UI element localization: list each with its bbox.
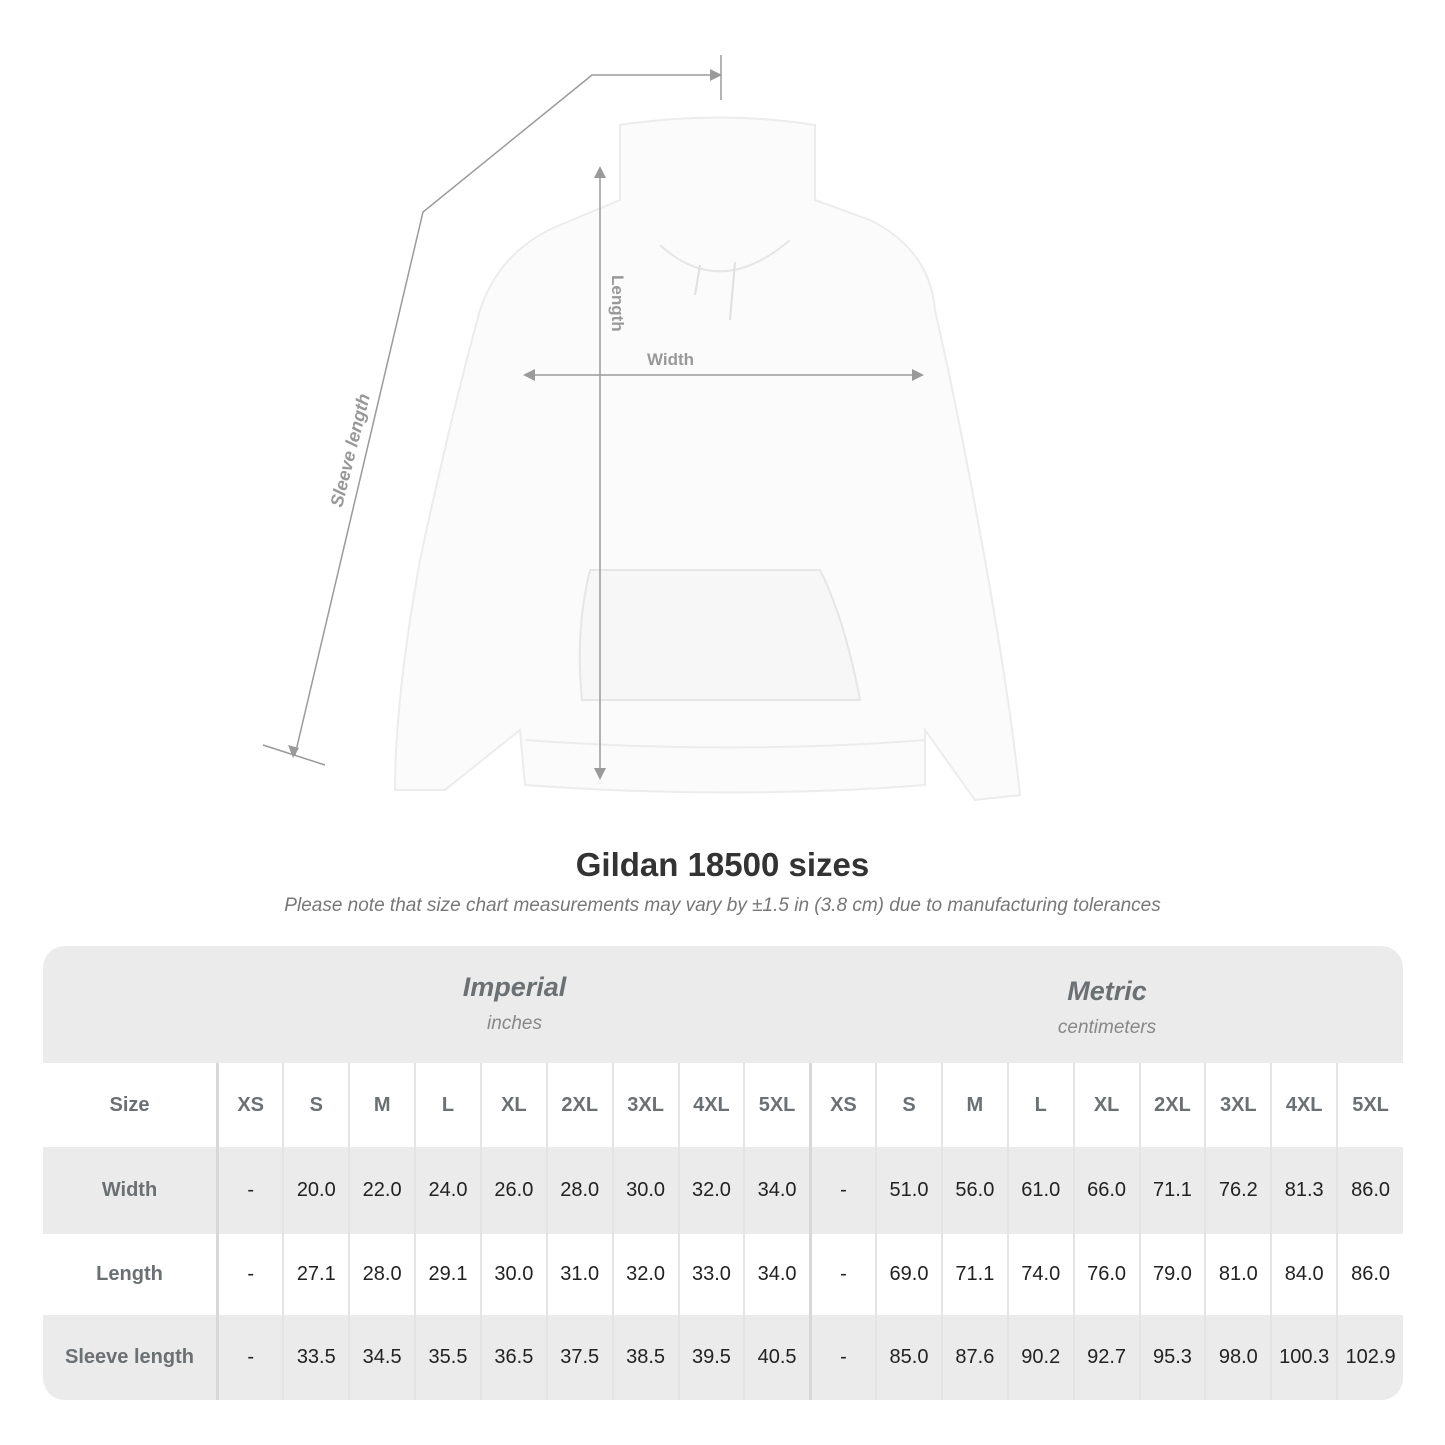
size-chart: Imperial inches Metric centimeters Size X… [43,946,1403,1400]
imperial-value: 22.0 [348,1147,416,1234]
size-header-imperial: XS [216,1063,284,1147]
metric-value: 100.3 [1270,1315,1338,1400]
size-header-metric: XS [808,1063,877,1147]
imperial-value: 30.0 [479,1234,547,1315]
imperial-value: 34.0 [743,1147,811,1234]
page-title: Gildan 18500 sizes [575,846,870,883]
metric-title: Metric [1067,976,1147,1006]
metric-value: 86.0 [1336,1234,1403,1315]
tolerance-note: Please note that size chart measurements… [284,895,1161,916]
hoodie-image [393,116,1022,802]
metric-header: Metric centimeters [811,950,1403,1067]
row-label: Width [43,1147,219,1234]
imperial-value: 36.5 [479,1315,547,1400]
hoodie-illustration: Length Width Sleeve length [262,55,1022,802]
imperial-value: 39.5 [677,1315,745,1400]
metric-value: 61.0 [1006,1147,1074,1234]
metric-value: 74.0 [1006,1234,1074,1315]
metric-value: 84.0 [1270,1234,1338,1315]
metric-value: - [808,1147,877,1234]
imperial-value: 34.0 [743,1234,811,1315]
metric-value: 81.3 [1270,1147,1338,1234]
imperial-value: 20.0 [282,1147,350,1234]
size-header-metric: 3XL [1204,1063,1272,1147]
metric-value: 102.9 [1336,1315,1403,1400]
imperial-value: 33.0 [677,1234,745,1315]
imperial-value: 24.0 [414,1147,481,1234]
size-header-imperial: 3XL [611,1063,679,1147]
metric-value: 76.0 [1072,1234,1140,1315]
imperial-value: 31.0 [545,1234,613,1315]
imperial-value: 34.5 [348,1315,416,1400]
metric-value: 76.2 [1204,1147,1272,1234]
metric-value: 71.1 [940,1234,1008,1315]
size-header-row: Size XS S M L XL 2XL 3XL 4XL 5XL XS S M L XL 2XL 3XL 4XL 5… [43,1063,1403,1147]
imperial-value: 30.0 [611,1147,679,1234]
size-header-imperial: M [348,1063,416,1147]
imperial-unit: inches [487,1013,542,1034]
metric-value: 95.3 [1138,1315,1206,1400]
table-row: Sleeve length -33.5 34.5 35.5 36.5 37.5 38.5 39… [43,1315,1403,1400]
row-label: Size [43,1063,219,1147]
imperial-value: 29.1 [414,1234,481,1315]
size-header-imperial: 2XL [545,1063,613,1147]
metric-value: 92.7 [1072,1315,1140,1400]
imperial-title: Imperial [462,972,567,1002]
metric-value: 81.0 [1204,1234,1272,1315]
imperial-value: 28.0 [348,1234,416,1315]
metric-value: 90.2 [1006,1315,1074,1400]
size-header-metric: 5XL [1336,1063,1403,1147]
size-header-imperial: L [414,1063,481,1147]
size-header-imperial: 5XL [743,1063,811,1147]
imperial-value: - [216,1315,284,1400]
imperial-value: 40.5 [743,1315,811,1400]
size-header-metric: 4XL [1270,1063,1338,1147]
size-header-metric: S [875,1063,942,1147]
imperial-value: - [216,1234,284,1315]
size-header-metric: 2XL [1138,1063,1206,1147]
width-label: Width [647,350,694,369]
imperial-value: 37.5 [545,1315,613,1400]
size-header-imperial: 4XL [677,1063,745,1147]
metric-unit: centimeters [1057,1017,1157,1038]
imperial-value: 33.5 [282,1315,350,1400]
imperial-value: 26.0 [479,1147,547,1234]
metric-value: 87.6 [940,1315,1008,1400]
table-row: Width -20.0 22.0 24.0 26.0 28.0 30.0 32.0 34.0-5… [43,1147,1403,1234]
metric-value: 85.0 [875,1315,942,1400]
size-header-metric: XL [1072,1063,1140,1147]
row-label: Sleeve length [43,1315,219,1400]
metric-value: 79.0 [1138,1234,1206,1315]
metric-value: - [808,1315,877,1400]
size-header-metric: L [1006,1063,1074,1147]
size-header-imperial: S [282,1063,350,1147]
imperial-value: - [216,1147,284,1234]
size-table: Size XS S M L XL 2XL 3XL 4XL 5XL XS S M L XL 2XL 3XL 4XL 5… [43,1063,1403,1400]
metric-value: 51.0 [875,1147,942,1234]
imperial-value: 35.5 [414,1315,481,1400]
imperial-value: 38.5 [611,1315,679,1400]
size-header-imperial: XL [479,1063,547,1147]
metric-value: 69.0 [875,1234,942,1315]
sleeve-line [294,74,720,756]
metric-value: 86.0 [1336,1147,1403,1234]
table-row: Length -27.1 28.0 29.1 30.0 31.0 32.0 33.0 34.0-… [43,1234,1403,1315]
metric-value: 98.0 [1204,1315,1272,1400]
row-label: Length [43,1234,219,1315]
imperial-value: 32.0 [677,1147,745,1234]
imperial-value: 28.0 [545,1147,613,1234]
imperial-header: Imperial inches [218,946,811,1063]
imperial-value: 27.1 [282,1234,350,1315]
metric-value: 71.1 [1138,1147,1206,1234]
metric-value: 56.0 [940,1147,1008,1234]
length-label: Length [608,275,627,332]
metric-value: - [808,1234,877,1315]
size-header-metric: M [940,1063,1008,1147]
imperial-value: 32.0 [611,1234,679,1315]
metric-value: 66.0 [1072,1147,1140,1234]
